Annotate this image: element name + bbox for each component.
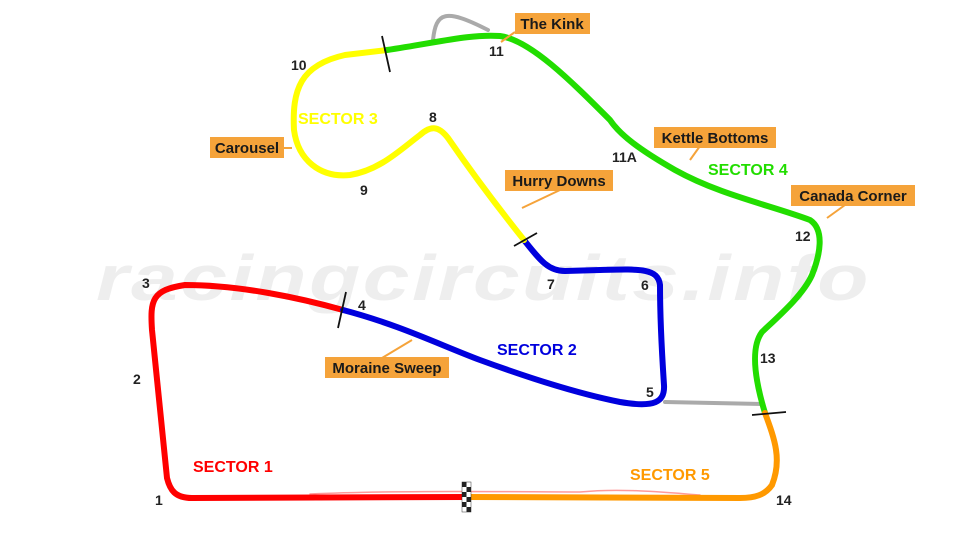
turn-5: 5 xyxy=(646,384,654,400)
pit-lane xyxy=(309,489,701,496)
sector-5-path xyxy=(463,410,780,501)
turn-14: 14 xyxy=(776,492,792,508)
callout-hurry-downs: Hurry Downs xyxy=(505,170,613,191)
unused-track-kink-bypass xyxy=(431,13,490,42)
sector-4-path xyxy=(384,32,823,416)
sector-marker-4-5 xyxy=(751,411,787,416)
svg-text:Kettle Bottoms: Kettle Bottoms xyxy=(662,130,769,147)
turn-9: 9 xyxy=(360,182,368,198)
checkered-flag-icon xyxy=(461,481,472,513)
sector-marker-1-2 xyxy=(337,291,347,329)
svg-text:Carousel: Carousel xyxy=(215,140,279,157)
callout-leader-kettle-bottoms xyxy=(689,145,701,161)
turn-11a: 11A xyxy=(612,149,637,165)
sector-marker-3-4 xyxy=(381,35,391,73)
svg-text:Moraine Sweep: Moraine Sweep xyxy=(332,360,441,377)
turn-6: 6 xyxy=(641,277,649,293)
turn-8: 8 xyxy=(429,109,437,125)
sector-label-1: SECTOR 1 xyxy=(193,459,273,476)
turn-4: 4 xyxy=(358,297,366,313)
sector-2-path xyxy=(340,237,668,408)
callout-carousel: Carousel xyxy=(210,137,284,158)
sector-3-path xyxy=(290,47,527,243)
callout-canada-corner: Canada Corner xyxy=(791,185,915,206)
svg-text:The Kink: The Kink xyxy=(520,16,584,33)
sector-label-3: SECTOR 3 xyxy=(298,111,378,128)
turn-2: 2 xyxy=(133,371,141,387)
sector-1-path xyxy=(148,282,469,501)
turn-10: 10 xyxy=(291,57,307,73)
svg-text:Canada Corner: Canada Corner xyxy=(799,188,907,205)
sector-label-2: SECTOR 2 xyxy=(497,342,577,359)
callout-leader-moraine-sweep xyxy=(381,339,413,359)
callout-kettle-bottoms: Kettle Bottoms xyxy=(654,127,776,148)
turn-7: 7 xyxy=(547,276,555,292)
unused-track-short-link xyxy=(663,400,764,406)
callout-leader-canada-corner xyxy=(826,204,846,219)
turn-1: 1 xyxy=(155,492,163,508)
callout-leader-the-kink xyxy=(500,31,516,43)
callout-moraine-sweep: Moraine Sweep xyxy=(325,357,449,378)
turn-13: 13 xyxy=(760,350,776,366)
svg-text:Hurry Downs: Hurry Downs xyxy=(512,173,605,190)
turn-12: 12 xyxy=(795,228,811,244)
turn-11: 11 xyxy=(489,43,504,59)
turn-3: 3 xyxy=(142,275,150,291)
callout-leader-hurry-downs xyxy=(521,189,561,209)
sector-label-5: SECTOR 5 xyxy=(630,467,710,484)
sector-marker-2-3 xyxy=(513,232,538,247)
sector-label-4: SECTOR 4 xyxy=(708,162,788,179)
watermark: racingcircuits.info xyxy=(96,242,871,314)
callout-the-kink: The Kink xyxy=(515,13,590,34)
